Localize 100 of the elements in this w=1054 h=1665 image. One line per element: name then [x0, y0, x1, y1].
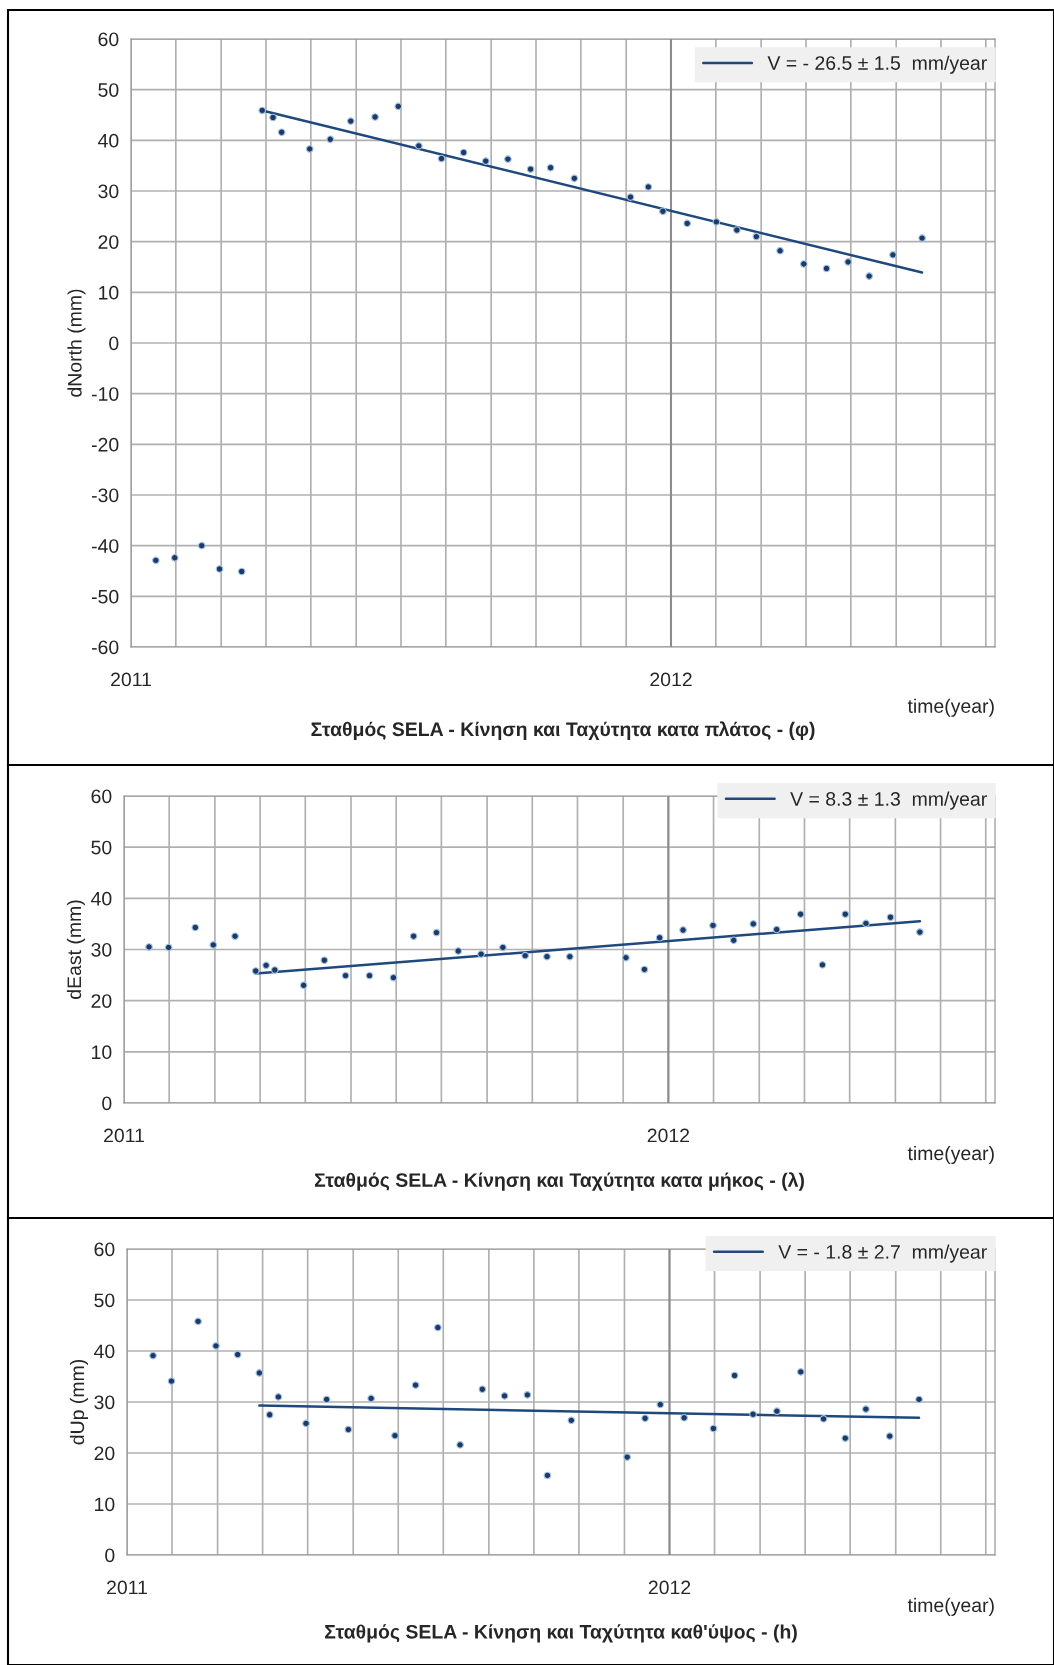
y-tick-label: 10	[92, 1045, 112, 1060]
point	[749, 1410, 757, 1419]
y-tick-label: 30	[94, 1395, 115, 1410]
x-tick-label: 2011	[107, 1580, 147, 1595]
point	[305, 145, 314, 153]
point	[265, 1410, 274, 1419]
point	[389, 973, 398, 982]
point	[819, 1415, 828, 1423]
x-axis-title: time(year)	[907, 698, 994, 717]
point	[729, 936, 738, 945]
point	[500, 1392, 509, 1400]
point	[170, 554, 179, 562]
point	[365, 971, 374, 980]
point	[477, 950, 485, 958]
point	[862, 919, 870, 928]
point	[411, 1381, 420, 1389]
point	[885, 1432, 894, 1440]
point	[641, 1414, 649, 1423]
point	[215, 565, 224, 573]
y-tick-label: -60	[91, 640, 119, 655]
point	[656, 1400, 665, 1409]
y-tick-label: 30	[91, 942, 112, 957]
text: Σταθμός SELA - Κίνηση και Ταχύτητα κατα πλάτος - (φ)	[311, 721, 815, 740]
point	[167, 1377, 176, 1385]
point	[567, 1416, 576, 1425]
x-tick-label: 2012	[648, 1580, 691, 1595]
point	[255, 1369, 264, 1377]
point	[367, 1394, 375, 1403]
point	[796, 1368, 805, 1376]
y-tick-label: 20	[94, 1446, 115, 1461]
point	[865, 272, 873, 280]
point	[772, 925, 781, 934]
point	[733, 226, 741, 234]
point	[679, 926, 687, 934]
point	[149, 1351, 157, 1360]
point	[546, 163, 555, 172]
y-tick-label: -10	[91, 387, 119, 401]
point	[145, 943, 153, 951]
y-tick-label: -40	[91, 539, 119, 553]
y-tick-label: -20	[91, 437, 119, 452]
y-tick-label: 40	[91, 891, 112, 906]
point	[916, 928, 924, 936]
point	[796, 910, 805, 919]
point	[623, 1453, 631, 1461]
point	[434, 1323, 442, 1332]
y-tick-label: 40	[94, 1344, 115, 1359]
point	[437, 154, 446, 163]
y-tick-label: 10	[99, 285, 119, 300]
y-axis-title: dUp (mm)	[69, 1360, 89, 1445]
text: Σταθμός SELA - Κίνηση και Ταχύτητα καθ'ύψος - (h)	[325, 1624, 797, 1643]
point	[521, 951, 530, 960]
point	[164, 943, 173, 952]
point	[752, 232, 761, 241]
y-tick-label: 60	[94, 1242, 115, 1257]
point	[889, 251, 897, 259]
point	[302, 1419, 310, 1428]
y-tick-label: 0	[102, 1096, 112, 1111]
point	[543, 952, 551, 961]
point	[683, 219, 692, 228]
point	[626, 193, 635, 201]
y-axis-title: dEast (mm)	[66, 900, 85, 999]
y-tick-label: 60	[91, 789, 112, 804]
point	[776, 246, 784, 255]
point	[258, 106, 267, 115]
legend-label: V = 8.3 ± 1.3 mm/year	[790, 791, 987, 810]
point	[709, 921, 717, 930]
point	[409, 932, 418, 941]
point	[262, 961, 270, 970]
point	[194, 1317, 202, 1326]
x-tick-label: 2011	[111, 672, 151, 687]
point	[844, 258, 852, 266]
point	[862, 1405, 870, 1413]
y-tick-label: 50	[94, 1293, 115, 1308]
point	[655, 933, 664, 942]
point	[481, 157, 490, 165]
point	[341, 971, 350, 980]
x-tick-label: 2011	[104, 1128, 144, 1143]
legend-label: V = - 26.5 ± 1.5 mm/year	[767, 55, 987, 74]
point	[322, 1395, 331, 1404]
point	[394, 102, 403, 111]
y-tick-label: 40	[98, 133, 119, 148]
point	[415, 142, 423, 150]
point	[274, 1393, 283, 1401]
x-tick-label: 2012	[650, 672, 692, 687]
y-tick-label: 30	[98, 184, 119, 199]
y-tick-label: 50	[91, 840, 112, 855]
point	[231, 932, 239, 941]
point	[709, 1424, 718, 1433]
point	[456, 1441, 464, 1449]
point	[371, 113, 379, 121]
point	[523, 1391, 532, 1399]
point	[152, 556, 160, 565]
point	[478, 1385, 487, 1394]
point	[344, 1425, 353, 1434]
point	[277, 128, 286, 137]
point	[712, 218, 721, 226]
point	[270, 966, 279, 974]
point	[191, 923, 200, 932]
point	[773, 1407, 781, 1415]
point	[680, 1413, 688, 1422]
